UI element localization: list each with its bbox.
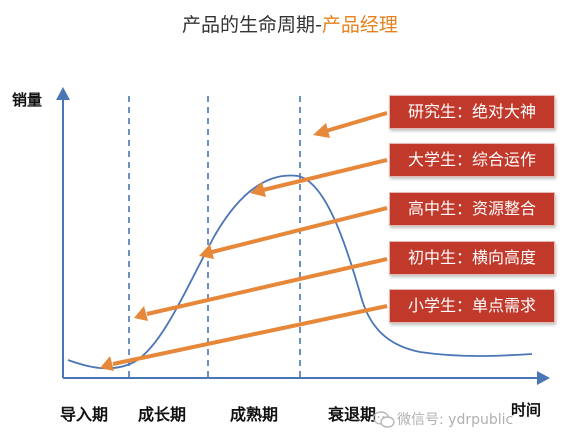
stage-arrow-5-head xyxy=(100,356,114,371)
stage-arrow-2 xyxy=(262,158,388,192)
y-axis-label: 销量 xyxy=(12,91,43,109)
title-main: 产品的生命周期 xyxy=(182,14,316,36)
phase-label-growth: 成长期 xyxy=(138,405,187,424)
stage-arrow-4 xyxy=(146,257,388,316)
stage-arrows xyxy=(100,111,388,371)
phase-label-introduction: 导入期 xyxy=(60,405,109,424)
watermark: 微信号: ydrpublic xyxy=(373,409,513,429)
y-axis-arrowhead xyxy=(56,87,70,100)
x-axis-arrowhead xyxy=(537,371,550,385)
x-axis-label: 时间 xyxy=(511,401,542,419)
wechat-icon xyxy=(373,411,395,428)
stage-arrow-1-head xyxy=(313,123,330,138)
stage-arrow-3-head xyxy=(199,244,214,259)
diagram-title: 产品的生命周期-产品经理 xyxy=(0,10,580,37)
watermark-text: 微信号: ydrpublic xyxy=(397,412,514,428)
title-subtitle: 产品经理 xyxy=(321,14,398,36)
phase-label-decline: 衰退期 xyxy=(328,405,377,424)
stage-arrow-1 xyxy=(325,111,388,133)
stage-box-college: 大学生：综合运作 xyxy=(389,143,555,177)
stage-box-middleschool: 初中生：横向高度 xyxy=(389,241,555,275)
stage-arrow-4-head xyxy=(134,306,148,321)
stage-arrow-2-head xyxy=(250,182,266,197)
stage-box-graduate: 研究生：绝对大神 xyxy=(389,95,555,129)
phase-label-maturity: 成熟期 xyxy=(230,405,279,424)
stage-box-primaryschool: 小学生：单点需求 xyxy=(389,289,555,323)
title-separator: - xyxy=(315,14,322,36)
stage-box-highschool: 高中生：资源整合 xyxy=(389,192,555,226)
stage-arrow-5 xyxy=(112,304,388,366)
stage-arrow-3 xyxy=(211,206,388,254)
